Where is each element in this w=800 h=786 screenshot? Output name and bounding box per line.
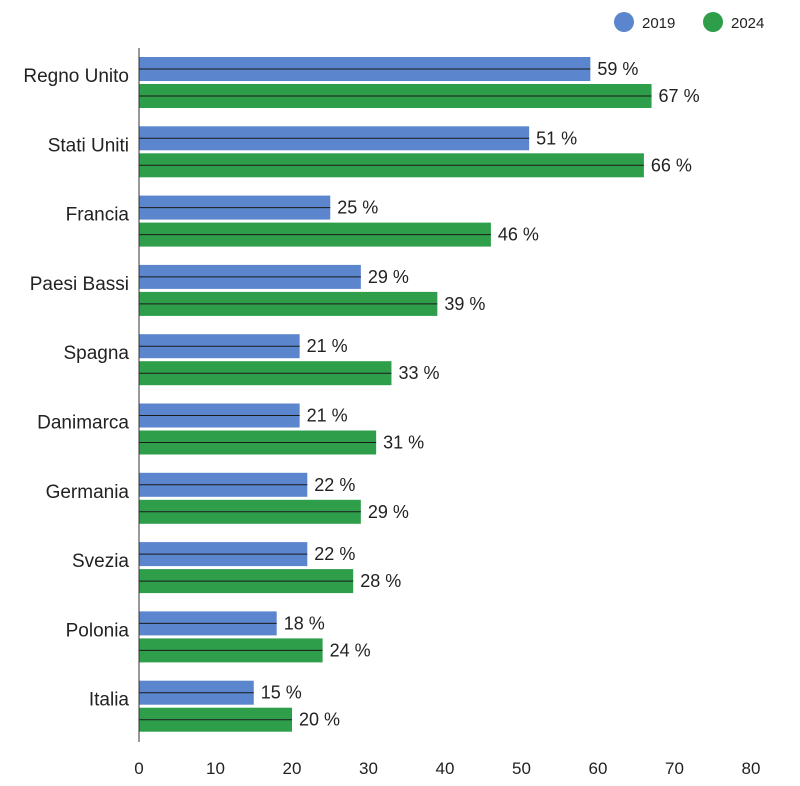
category-label-paesi-bassi: Paesi Bassi <box>30 274 129 295</box>
category-label-italia: Italia <box>89 690 130 711</box>
data-label-polonia-2024: 24 % <box>330 640 371 660</box>
x-tick-label-70: 70 <box>665 759 684 778</box>
data-label-polonia-2019: 18 % <box>284 613 325 633</box>
data-label-paesi-bassi-2024: 39 % <box>444 294 485 314</box>
x-tick-label-10: 10 <box>206 759 225 778</box>
x-tick-label-20: 20 <box>283 759 302 778</box>
category-label-francia: Francia <box>66 205 130 226</box>
legend: 2019 2024 <box>614 12 764 32</box>
data-label-danimarca-2019: 21 % <box>307 406 348 426</box>
data-label-paesi-bassi-2019: 29 % <box>368 267 409 287</box>
data-label-italia-2024: 20 % <box>299 710 340 730</box>
category-label-regno-unito: Regno Unito <box>23 66 129 87</box>
data-label-svezia-2019: 22 % <box>314 544 355 564</box>
legend-label-2019: 2019 <box>642 15 675 32</box>
legend-swatch-2019 <box>614 12 634 32</box>
x-tick-label-80: 80 <box>742 759 761 778</box>
data-label-germania-2024: 29 % <box>368 502 409 522</box>
legend-label-2024: 2024 <box>731 15 764 32</box>
data-label-regno-unito-2024: 67 % <box>659 86 700 106</box>
category-label-danimarca: Danimarca <box>37 413 129 434</box>
data-label-spagna-2024: 33 % <box>398 363 439 383</box>
data-label-germania-2019: 22 % <box>314 475 355 495</box>
category-label-stati-uniti: Stati Uniti <box>48 135 129 156</box>
data-label-regno-unito-2019: 59 % <box>597 59 638 79</box>
category-label-svezia: Svezia <box>72 551 129 572</box>
category-label-polonia: Polonia <box>66 620 130 641</box>
data-label-francia-2024: 46 % <box>498 225 539 245</box>
x-tick-label-50: 50 <box>512 759 531 778</box>
x-tick-label-60: 60 <box>589 759 608 778</box>
category-label-spagna: Spagna <box>63 343 129 364</box>
category-label-germania: Germania <box>46 482 130 503</box>
data-label-francia-2019: 25 % <box>337 198 378 218</box>
x-tick-label-0: 0 <box>134 759 143 778</box>
data-label-svezia-2024: 28 % <box>360 571 401 591</box>
x-tick-label-40: 40 <box>436 759 455 778</box>
data-label-stati-uniti-2024: 66 % <box>651 155 692 175</box>
data-label-stati-uniti-2019: 51 % <box>536 128 577 148</box>
data-label-danimarca-2024: 31 % <box>383 433 424 453</box>
data-label-italia-2019: 15 % <box>261 683 302 703</box>
x-tick-label-30: 30 <box>359 759 378 778</box>
legend-swatch-2024 <box>703 12 723 32</box>
data-label-spagna-2019: 21 % <box>307 336 348 356</box>
